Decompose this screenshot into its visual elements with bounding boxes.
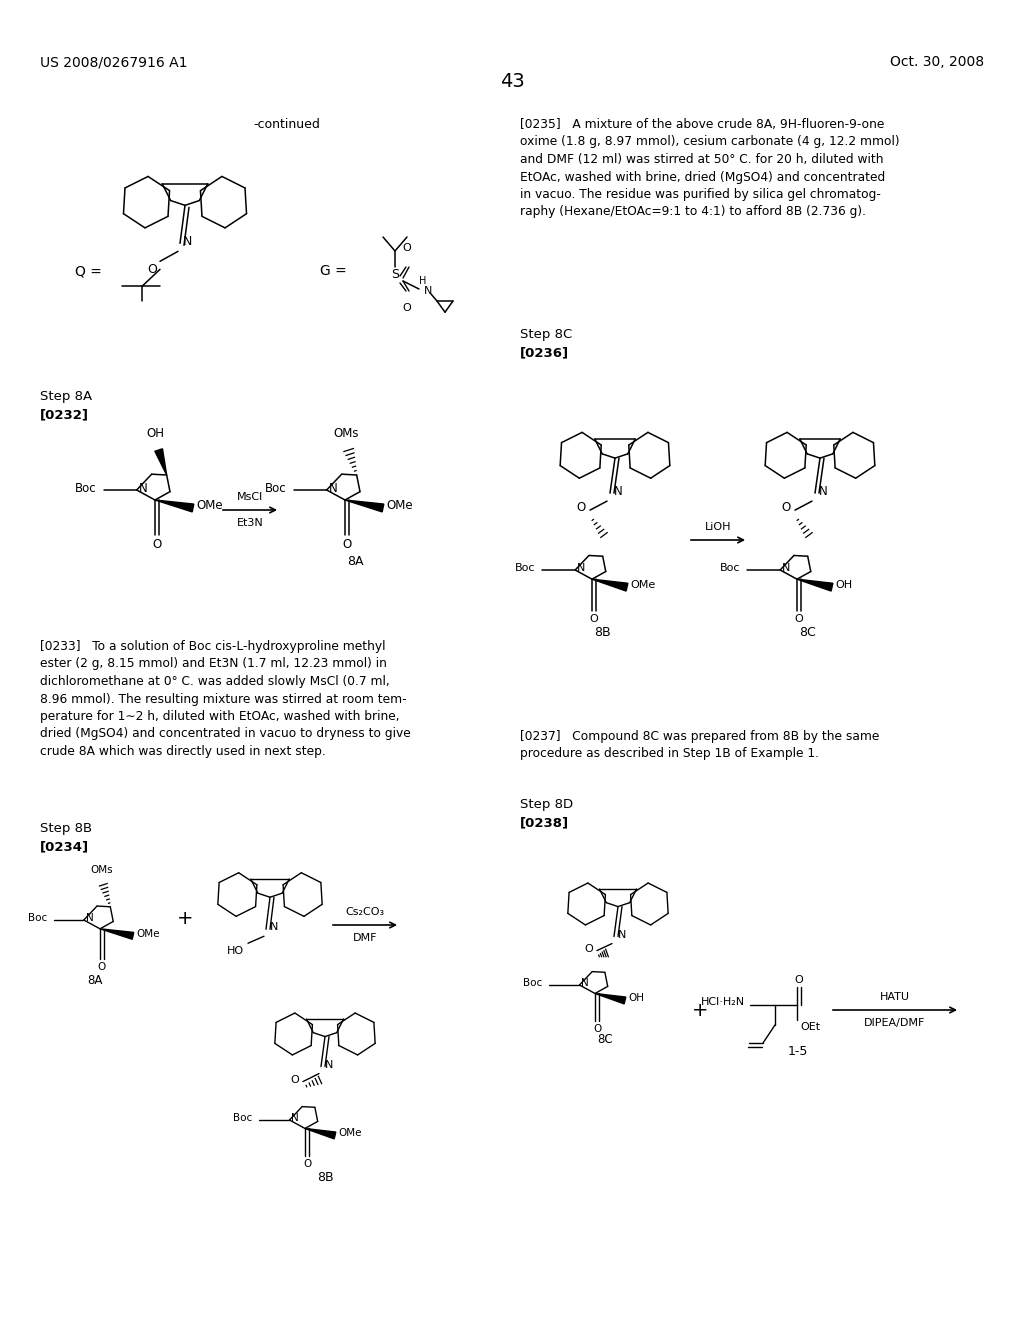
Text: OMe: OMe: [630, 581, 655, 590]
Text: Cs₂CO₃: Cs₂CO₃: [345, 907, 385, 917]
Text: O: O: [147, 263, 157, 276]
Text: N: N: [819, 484, 827, 498]
Text: S: S: [391, 268, 399, 281]
Text: G =: G =: [319, 264, 347, 279]
Text: Step 8D: Step 8D: [520, 799, 573, 810]
Text: [0235]   A mixture of the above crude 8A, 9H-fluoren-9-one
oxime (1.8 g, 8.97 mm: [0235] A mixture of the above crude 8A, …: [520, 117, 900, 219]
Text: +: +: [177, 908, 194, 928]
Text: N: N: [782, 564, 791, 573]
Text: Step 8C: Step 8C: [520, 327, 572, 341]
Polygon shape: [305, 1129, 336, 1139]
Text: Et3N: Et3N: [237, 517, 263, 528]
Polygon shape: [797, 579, 833, 591]
Text: N: N: [183, 235, 193, 248]
Text: 1-5: 1-5: [787, 1045, 808, 1059]
Text: N: N: [270, 923, 279, 932]
Text: [0232]: [0232]: [40, 408, 89, 421]
Text: MsCl: MsCl: [237, 492, 263, 502]
Text: N: N: [325, 1060, 334, 1069]
Text: LiOH: LiOH: [705, 521, 731, 532]
Text: O: O: [593, 1024, 601, 1035]
Text: OMe: OMe: [386, 499, 413, 512]
Text: OH: OH: [835, 581, 852, 590]
Text: N: N: [578, 564, 586, 573]
Text: Q =: Q =: [75, 264, 101, 279]
Text: Boc: Boc: [28, 913, 47, 923]
Text: OEt: OEt: [800, 1022, 820, 1032]
Text: DIPEA/DMF: DIPEA/DMF: [864, 1018, 926, 1028]
Text: O: O: [781, 500, 791, 513]
Text: Boc: Boc: [515, 564, 536, 573]
Text: O: O: [795, 614, 804, 624]
Text: O: O: [590, 614, 598, 624]
Text: -continued: -continued: [253, 117, 319, 131]
Text: OMs: OMs: [90, 865, 113, 875]
Text: [0234]: [0234]: [40, 840, 89, 853]
Text: OMe: OMe: [196, 499, 222, 512]
Polygon shape: [155, 500, 194, 512]
Polygon shape: [345, 500, 384, 512]
Text: O: O: [290, 1074, 299, 1085]
Polygon shape: [100, 929, 134, 940]
Text: O: O: [585, 944, 593, 953]
Text: OMe: OMe: [136, 929, 160, 939]
Text: Oct. 30, 2008: Oct. 30, 2008: [890, 55, 984, 69]
Text: [0237]   Compound 8C was prepared from 8B by the same
procedure as described in : [0237] Compound 8C was prepared from 8B …: [520, 730, 880, 760]
Text: DMF: DMF: [352, 933, 377, 942]
Text: 8B: 8B: [594, 626, 610, 639]
Text: HO: HO: [227, 946, 244, 956]
Text: N: N: [86, 913, 93, 923]
Text: 8B: 8B: [316, 1171, 334, 1184]
Text: OH: OH: [146, 426, 165, 440]
Text: N: N: [424, 286, 432, 296]
Text: Boc: Boc: [523, 978, 543, 987]
Text: 43: 43: [500, 73, 524, 91]
Text: N: N: [292, 1113, 299, 1123]
Text: O: O: [98, 962, 106, 972]
Text: Boc: Boc: [265, 482, 287, 495]
Text: Boc: Boc: [233, 1113, 253, 1123]
Polygon shape: [592, 579, 628, 591]
Text: O: O: [342, 539, 351, 550]
Text: O: O: [303, 1159, 311, 1170]
Text: N: N: [618, 929, 627, 940]
Text: O: O: [402, 304, 412, 313]
Text: OMs: OMs: [333, 426, 358, 440]
Text: 8A: 8A: [87, 974, 102, 987]
Text: 8C: 8C: [799, 626, 815, 639]
Text: O: O: [577, 500, 586, 513]
Text: N: N: [329, 482, 338, 495]
Text: 8A: 8A: [347, 554, 364, 568]
Text: N: N: [138, 482, 147, 495]
Text: +: +: [692, 1001, 709, 1019]
Text: Boc: Boc: [75, 482, 96, 495]
Polygon shape: [595, 994, 626, 1005]
Text: US 2008/0267916 A1: US 2008/0267916 A1: [40, 55, 187, 69]
Text: Step 8A: Step 8A: [40, 389, 92, 403]
Text: Boc: Boc: [720, 564, 740, 573]
Polygon shape: [155, 449, 167, 475]
Text: HCl·H₂N: HCl·H₂N: [700, 997, 745, 1007]
Text: OH: OH: [628, 994, 644, 1003]
Text: O: O: [795, 975, 804, 985]
Text: O: O: [402, 243, 412, 253]
Text: HATU: HATU: [880, 993, 910, 1002]
Text: [0233]   To a solution of Boc cis-L-hydroxyproline methyl
ester (2 g, 8.15 mmol): [0233] To a solution of Boc cis-L-hydrox…: [40, 640, 411, 758]
Text: 8C: 8C: [597, 1034, 612, 1047]
Text: H: H: [419, 276, 426, 286]
Text: [0236]: [0236]: [520, 346, 569, 359]
Text: N: N: [614, 484, 623, 498]
Text: O: O: [153, 539, 162, 550]
Text: N: N: [582, 978, 589, 987]
Text: Step 8B: Step 8B: [40, 822, 92, 836]
Text: OMe: OMe: [338, 1129, 361, 1138]
Text: [0238]: [0238]: [520, 816, 569, 829]
